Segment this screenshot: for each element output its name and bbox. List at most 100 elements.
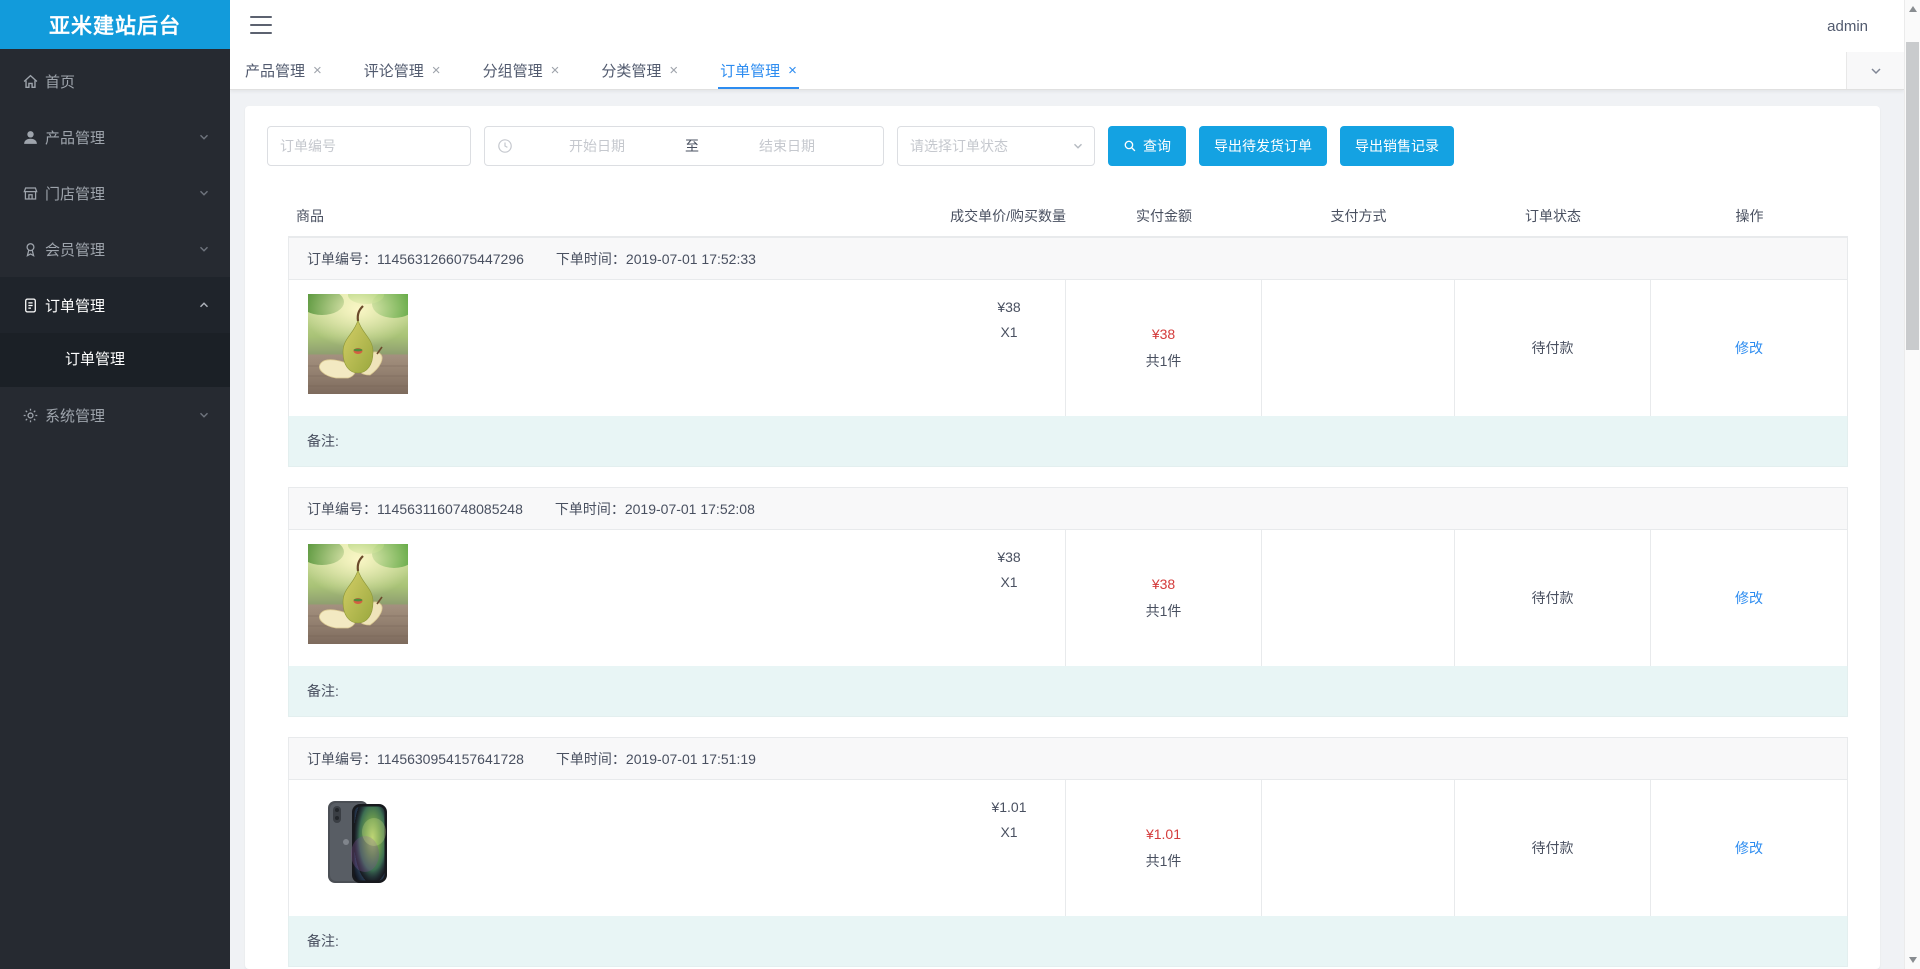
export-pending-button[interactable]: 导出待发货订单 [1199,126,1327,166]
order-remark-row: 备注: [288,416,1848,467]
tab-label: 订单管理 [720,63,781,80]
tab-4[interactable]: 订单管理 × [718,52,799,89]
pear-product-image [308,294,408,394]
sidebar-item-label: 订单管理 [45,297,106,315]
tab-3[interactable]: 分类管理 × [601,52,678,89]
sidebar-item-stores[interactable]: 门店管理 [0,165,230,221]
top-header: admin [230,0,1904,52]
tab-list: 产品管理 × 评论管理 × 分组管理 × 分类管理 × 订单管理 × [245,52,1904,89]
paid-amount-cell: ¥38 共1件 [1065,530,1261,666]
modify-link[interactable]: 修改 [1735,340,1763,356]
tab-close-icon[interactable]: × [669,62,679,79]
order-status: 待付款 [1454,780,1650,916]
order-remark-row: 备注: [288,666,1848,717]
start-date-placeholder[interactable]: 开始日期 [569,138,625,154]
table-header-row: 商品 成交单价/购买数量 实付金额 支付方式 订单状态 操作 [288,195,1848,237]
tab-label: 产品管理 [245,63,306,80]
tab-0[interactable]: 产品管理 × [245,52,322,89]
remark-label: 备注: [307,683,339,699]
order-status: 待付款 [1454,530,1650,666]
sidebar-subitem-orders[interactable]: 订单管理 [0,333,230,387]
product-image-iphone [308,794,408,894]
product-image-pear [308,544,408,644]
scrollbar-down-arrow-icon[interactable] [1909,957,1917,963]
sidebar-item-products[interactable]: 产品管理 [0,109,230,165]
tab-label: 评论管理 [363,63,424,80]
tab-1[interactable]: 评论管理 × [364,52,441,89]
order-no-input[interactable] [267,126,471,166]
column-header-4: 订单状态 [1525,207,1581,224]
home-icon [22,73,39,90]
tab-2[interactable]: 分组管理 × [483,52,560,89]
hamburger-menu-icon[interactable] [250,16,272,34]
column-header-label: 成交单价/购买数量 [950,207,1066,224]
pear-product-image [308,544,408,644]
scrollbar-thumb[interactable] [1906,42,1919,350]
search-button-label: 查询 [1143,138,1171,154]
order-no-label: 订单编号： [307,500,377,517]
order-header-bar: 订单编号： 1145631160748085248 下单时间： 2019-07-01… [288,487,1848,530]
order-row: ¥38 X1 ¥38 共1件 待付款 修改 [288,530,1848,666]
column-header-3: 支付方式 [1330,207,1387,224]
clock-icon [497,138,513,154]
tab-bar: 产品管理 × 评论管理 × 分组管理 × 分类管理 × 订单管理 × [230,52,1904,90]
order-time-label: 下单时间： [554,500,625,517]
order-no-value: 1145630954157641728 [377,750,524,767]
sidebar: 亚米建站后台 首页 产品管理 门店管理 [0,0,230,969]
select-placeholder: 请选择订单状态 [910,138,1008,154]
tab-close-icon[interactable]: × [431,62,441,79]
payment-method [1261,780,1454,916]
sidebar-item-system[interactable]: 系统管理 [0,387,230,443]
tabs-overflow-button[interactable] [1846,52,1904,89]
tab-close-icon[interactable]: × [550,62,560,79]
order-time-label: 下单时间： [555,250,626,267]
sidebar-menu: 首页 产品管理 门店管理 会员管理 [0,49,230,443]
order-row: ¥1.01 X1 ¥1.01 共1件 待付款 修改 [288,780,1848,916]
order-header-bar: 订单编号： 1145630954157641728 下单时间： 2019-07-01… [288,737,1848,780]
sidebar-item-home[interactable]: 首页 [0,53,230,109]
modify-link[interactable]: 修改 [1735,840,1763,856]
paid-amount: ¥38 [1151,575,1176,592]
tab-close-icon[interactable]: × [313,62,322,79]
chevron-down-icon [1869,64,1883,78]
iphone-product-image [308,794,408,894]
date-range-picker[interactable]: 开始日期 至 结束日期 [484,126,884,166]
product-cell: ¥38 X1 [289,280,1065,416]
action-cell: 修改 [1650,530,1847,666]
unit-price: ¥1.01 [991,799,1027,815]
sidebar-item-orders[interactable]: 订单管理 [0,277,230,333]
chevron-up-icon [198,299,210,311]
search-icon [1123,139,1137,153]
sidebar-item-label: 产品管理 [45,129,106,147]
tab-label: 分类管理 [601,63,662,80]
order-section: 订单编号： 1145631266075447296 下单时间： 2019-07-01… [288,237,1848,467]
order-time-value: 2019-07-01 17:52:08 [624,500,755,517]
search-button[interactable]: 查询 [1108,126,1186,166]
export-sales-button[interactable]: 导出销售记录 [1340,126,1454,166]
total-pieces: 共1件 [1145,352,1182,369]
order-icon [22,297,39,314]
scrollbar-up-arrow-icon[interactable] [1909,6,1917,12]
paid-amount-cell: ¥38 共1件 [1065,280,1261,416]
quantity: X1 [1000,324,1018,340]
filter-bar: 开始日期 至 结束日期 请选择订单状态 查询 导出待发货订单 导出销售记录 [245,106,1880,166]
column-header-5: 操作 [1735,207,1764,224]
unit-price: ¥38 [997,299,1021,315]
sidebar-item-label: 会员管理 [45,241,106,259]
end-date-placeholder[interactable]: 结束日期 [759,138,815,154]
tab-close-icon[interactable]: × [788,62,797,79]
page-scrollbar[interactable] [1904,0,1920,969]
user-name[interactable]: admin [1827,17,1868,35]
chevron-down-icon [1072,140,1084,152]
order-time-value: 2019-07-01 17:52:33 [625,250,756,267]
order-time-label: 下单时间： [555,750,626,767]
remark-label: 备注: [307,433,339,449]
order-no-label: 订单编号： [307,250,377,267]
sidebar-item-label: 系统管理 [45,407,106,425]
sidebar-item-members[interactable]: 会员管理 [0,221,230,277]
price-quantity: ¥38 X1 [977,299,1041,340]
action-cell: 修改 [1650,780,1847,916]
paid-amount: ¥1.01 [1145,825,1182,842]
modify-link[interactable]: 修改 [1735,590,1763,606]
order-status-select[interactable]: 请选择订单状态 [897,126,1095,166]
